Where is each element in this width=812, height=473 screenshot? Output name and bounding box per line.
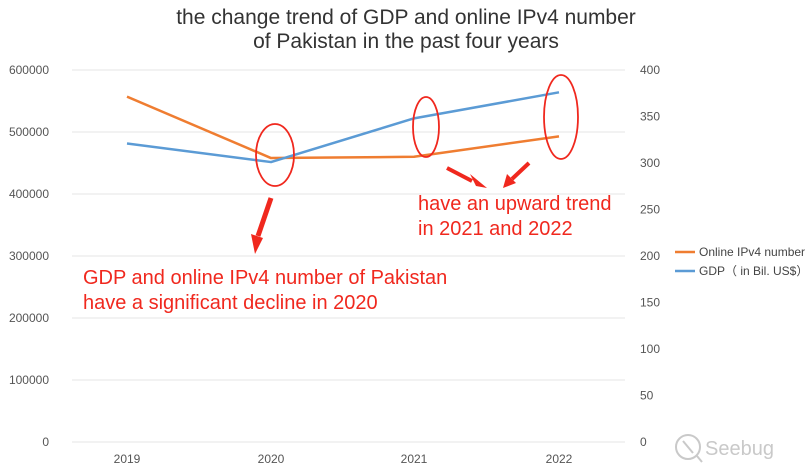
left-axis-tick-label: 100000 bbox=[9, 373, 49, 387]
arrow-head-decline bbox=[251, 234, 263, 254]
annotation-decline-line-1: GDP and online IPv4 number of Pakistan bbox=[83, 267, 447, 289]
highlight-ellipse-2020 bbox=[255, 123, 295, 187]
left-axis-tick-label: 500000 bbox=[9, 125, 49, 139]
left-axis-tick-label: 300000 bbox=[9, 249, 49, 263]
legend-label-gdp: GDP（ in Bil. US$） bbox=[699, 264, 808, 278]
chart-title-line-2: of Pakistan in the past four years bbox=[253, 30, 559, 53]
arrow-shaft-decline bbox=[255, 197, 274, 237]
right-axis-tick-label: 150 bbox=[640, 296, 660, 310]
right-axis-tick-label: 200 bbox=[640, 249, 660, 263]
right-axis-tick-label: 400 bbox=[640, 63, 660, 77]
x-axis-tick-label: 2020 bbox=[258, 452, 285, 466]
seebug-watermark-text: Seebug bbox=[705, 438, 774, 460]
left-axis-tick-label: 400000 bbox=[9, 187, 49, 201]
annotation-arrows bbox=[251, 161, 531, 254]
series-lines bbox=[126, 91, 560, 164]
right-axis-tick-label: 300 bbox=[640, 156, 660, 170]
right-axis-tick-label: 0 bbox=[640, 435, 647, 449]
highlight-ellipse-2021 bbox=[412, 96, 440, 158]
series-line-gdp bbox=[126, 91, 560, 164]
seebug-logo-icon bbox=[675, 434, 703, 463]
x-axis-tick-label: 2019 bbox=[114, 452, 141, 466]
series-line-online-ipv4 bbox=[126, 95, 560, 160]
left-axis-tick-label: 0 bbox=[42, 435, 49, 449]
annotation-upward-line-2: in 2021 and 2022 bbox=[418, 218, 573, 240]
legend: Online IPv4 number GDP（ in Bil. US$） bbox=[675, 245, 808, 278]
x-axis-tick-label: 2022 bbox=[546, 452, 573, 466]
arrow-shaft-upward-left bbox=[446, 166, 473, 183]
highlight-ellipse-2022 bbox=[543, 74, 579, 160]
chart-title-line-1: the change trend of GDP and online IPv4 … bbox=[176, 6, 636, 29]
x-axis-tick-label: 2021 bbox=[401, 452, 428, 466]
left-axis-tick-label: 200000 bbox=[9, 311, 49, 325]
seebug-watermark: Seebug bbox=[675, 434, 774, 463]
left-axis-ticks: 0 100000 200000 300000 400000 500000 600000 bbox=[9, 63, 49, 449]
right-axis-tick-label: 50 bbox=[640, 389, 654, 403]
left-axis-tick-label: 600000 bbox=[9, 63, 49, 77]
right-axis-ticks: 0 50 100 150 200 250 300 350 400 bbox=[640, 63, 660, 449]
legend-label-ipv4: Online IPv4 number bbox=[699, 245, 805, 259]
annotation-upward-line-1: have an upward trend bbox=[418, 193, 611, 215]
grid-lines bbox=[72, 69, 625, 443]
right-axis-tick-label: 100 bbox=[640, 342, 660, 356]
annotation-marks bbox=[255, 74, 579, 187]
right-axis-tick-label: 350 bbox=[640, 110, 660, 124]
x-axis-ticks: 2019 2020 2021 2022 bbox=[114, 452, 573, 466]
annotation-decline-line-2: have a significant decline in 2020 bbox=[83, 292, 378, 314]
arrow-shaft-upward-right bbox=[510, 161, 531, 181]
right-axis-tick-label: 250 bbox=[640, 203, 660, 217]
arrow-head-upward-right bbox=[503, 174, 516, 188]
arrow-head-upward-left bbox=[470, 174, 487, 188]
